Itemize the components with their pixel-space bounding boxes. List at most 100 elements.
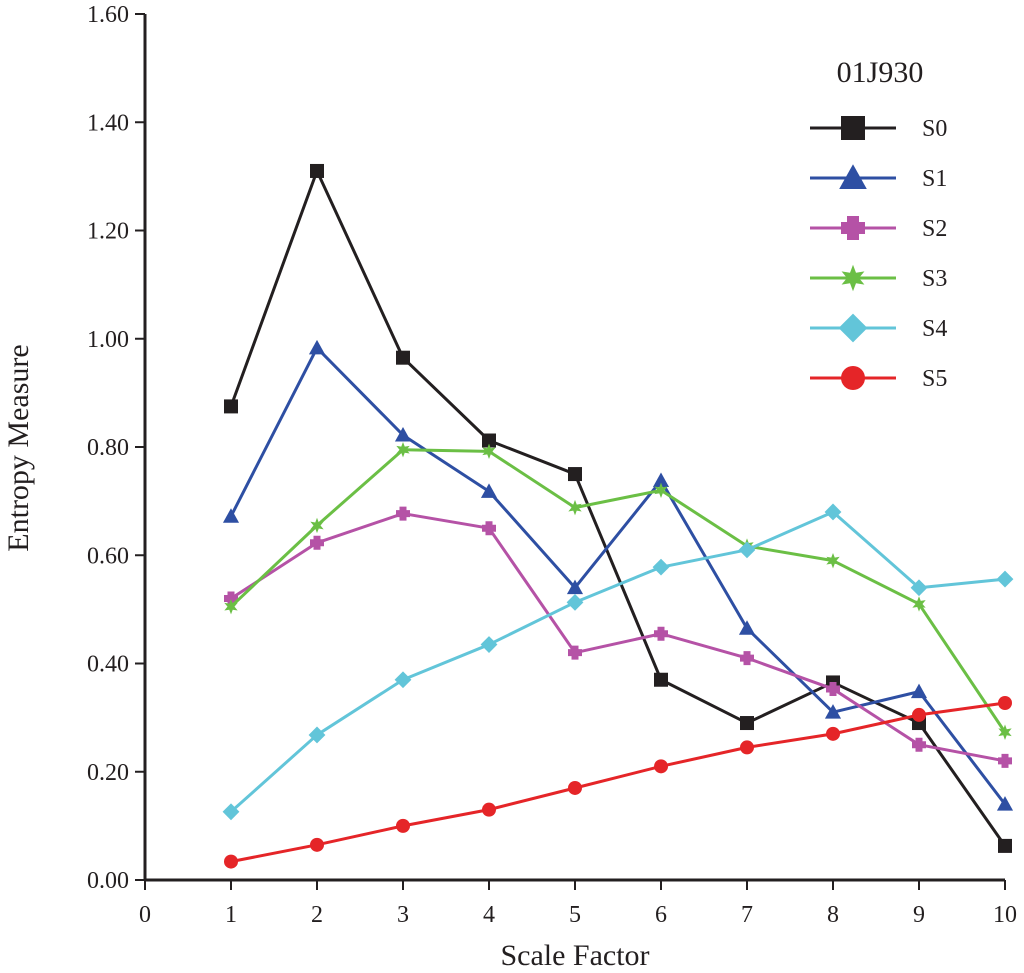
data-point-s4 <box>652 558 670 576</box>
data-point-s3 <box>310 517 324 534</box>
legend-marker-s2 <box>841 216 865 240</box>
legend-marker-s1 <box>839 164 867 190</box>
data-point-s3 <box>482 443 496 460</box>
data-point-s5 <box>310 837 324 852</box>
series-line-s1 <box>229 346 1007 806</box>
data-point-s4 <box>824 503 842 521</box>
data-point-s2 <box>654 626 668 641</box>
legend-label: S4 <box>922 316 947 342</box>
data-point-s0 <box>740 716 754 731</box>
data-point-s4 <box>480 636 498 653</box>
data-point-s4 <box>566 593 584 611</box>
data-point-s3 <box>224 598 238 615</box>
legend: S0 S1 S2 S3 S4 S5 <box>810 116 947 392</box>
x-tick-label: 0 <box>139 902 151 928</box>
x-tick-label: 3 <box>397 902 409 928</box>
data-point-s5 <box>912 707 926 722</box>
x-tick-label: 7 <box>741 902 753 928</box>
legend-item-s4: S4 <box>810 313 947 343</box>
data-point-s4 <box>222 803 240 821</box>
legend-marker-s4 <box>838 313 868 343</box>
data-point-s2 <box>310 535 324 550</box>
data-point-s5 <box>998 696 1012 711</box>
x-axis-title: Scale Factor <box>500 939 649 972</box>
legend-title: 01J930 <box>837 56 924 89</box>
axes: 0.00 0.20 0.40 0.60 0.80 1.00 1.20 1.40 1.60 0 1 2 3… <box>87 2 1017 928</box>
x-tick-label: 6 <box>655 902 667 928</box>
x-tick-label: 5 <box>569 902 581 928</box>
y-tick-label: 0.00 <box>87 868 129 894</box>
x-tick-label: 9 <box>913 902 925 928</box>
series-line-s4 <box>230 510 1006 813</box>
series-s5 <box>224 696 1012 869</box>
data-point-s3 <box>396 442 410 458</box>
data-point-s3 <box>826 552 840 569</box>
series-layer <box>222 163 1014 869</box>
data-point-s5 <box>740 740 754 755</box>
y-tick-label: 1.20 <box>87 219 129 245</box>
data-point-s5 <box>654 759 668 774</box>
y-tick-label: 0.60 <box>87 543 129 569</box>
data-point-s3 <box>998 724 1012 740</box>
x-tick-label: 2 <box>311 902 323 928</box>
data-point-s2 <box>396 506 410 521</box>
data-point-s2 <box>826 681 840 696</box>
data-point-s0 <box>998 838 1012 853</box>
data-point-s4 <box>996 570 1014 588</box>
data-point-s0 <box>654 672 668 687</box>
legend-marker-s0 <box>841 116 865 140</box>
series-s0 <box>224 163 1012 853</box>
y-axis-title: Entropy Measure <box>2 344 35 551</box>
data-point-s1 <box>222 508 240 523</box>
legend-item-s2: S2 <box>810 216 947 242</box>
data-point-s1 <box>308 339 326 355</box>
data-point-s1 <box>394 427 412 442</box>
data-point-s1 <box>738 620 756 635</box>
x-tick-label: 8 <box>827 902 839 928</box>
data-point-s3 <box>654 482 668 498</box>
series-line-s0 <box>229 169 1007 847</box>
y-tick-label: 0.20 <box>87 760 129 786</box>
data-point-s1 <box>996 796 1014 811</box>
data-point-s1 <box>652 472 670 487</box>
data-point-s0 <box>224 399 238 414</box>
x-tick-label: 4 <box>483 902 495 928</box>
series-line-s5 <box>230 701 1006 864</box>
legend-label: S5 <box>922 366 947 392</box>
data-point-s4 <box>308 726 326 744</box>
data-point-s0 <box>568 467 582 482</box>
legend-label: S2 <box>922 216 947 242</box>
data-point-s4 <box>738 541 756 559</box>
y-tick-label: 0.40 <box>87 652 129 678</box>
series-s2 <box>224 506 1012 768</box>
data-point-s2 <box>912 737 926 752</box>
data-point-s0 <box>310 163 324 178</box>
series-s1 <box>222 339 1014 811</box>
y-tick-label: 1.00 <box>87 327 129 353</box>
x-tick-label: 1 <box>225 902 237 928</box>
y-tick-label: 1.40 <box>87 110 129 136</box>
data-point-s5 <box>224 854 238 869</box>
legend-item-s3: S3 <box>810 264 947 292</box>
legend-item-s0: S0 <box>810 116 947 142</box>
data-point-s4 <box>910 579 928 597</box>
legend-label: S0 <box>922 116 947 142</box>
legend-label: S3 <box>922 266 947 292</box>
data-point-s2 <box>482 521 496 536</box>
data-point-s5 <box>568 780 582 795</box>
legend-label: S1 <box>922 166 947 192</box>
data-point-s5 <box>396 818 410 833</box>
data-point-s3 <box>912 596 926 612</box>
series-line-s3 <box>229 448 1007 734</box>
data-point-s1 <box>566 579 584 595</box>
legend-item-s1: S1 <box>810 164 947 192</box>
series-line-s2 <box>230 512 1006 763</box>
data-point-s4 <box>394 671 412 689</box>
legend-marker-s5 <box>841 366 865 390</box>
y-tick-label: 1.60 <box>87 2 129 28</box>
data-point-s1 <box>480 483 498 498</box>
series-s3 <box>224 442 1012 740</box>
x-tick-label: 10 <box>993 902 1017 928</box>
legend-marker-s3 <box>841 264 865 292</box>
